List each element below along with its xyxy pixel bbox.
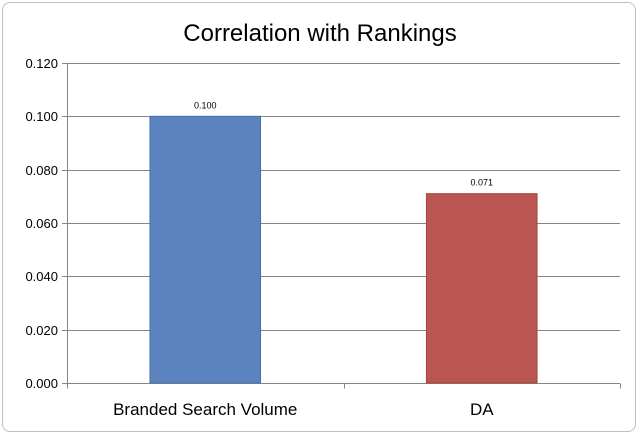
y-tick-label: 0.060 <box>25 216 58 231</box>
y-tick-label: 0.100 <box>25 109 58 124</box>
y-tick-label: 0.000 <box>25 376 58 391</box>
data-label: 0.100 <box>194 100 217 110</box>
data-label: 0.071 <box>470 178 493 188</box>
bars <box>149 115 538 384</box>
y-tick-label: 0.040 <box>25 269 58 284</box>
chart-title: Correlation with Rankings <box>183 20 456 47</box>
y-tick-label: 0.020 <box>25 323 58 338</box>
x-tick-label: Branded Search Volume <box>113 400 297 419</box>
bar-2 <box>425 193 538 384</box>
x-tick-label: DA <box>470 400 494 419</box>
y-tick-label: 0.080 <box>25 163 58 178</box>
y-tick-label: 0.120 <box>25 56 58 71</box>
bar-1 <box>149 115 262 384</box>
data-labels: 0.100 Branded Search Volume 0.071 DA <box>113 100 494 419</box>
axes: 0.000 0.020 0.040 0.060 0.080 0.100 0.120 <box>25 56 621 391</box>
